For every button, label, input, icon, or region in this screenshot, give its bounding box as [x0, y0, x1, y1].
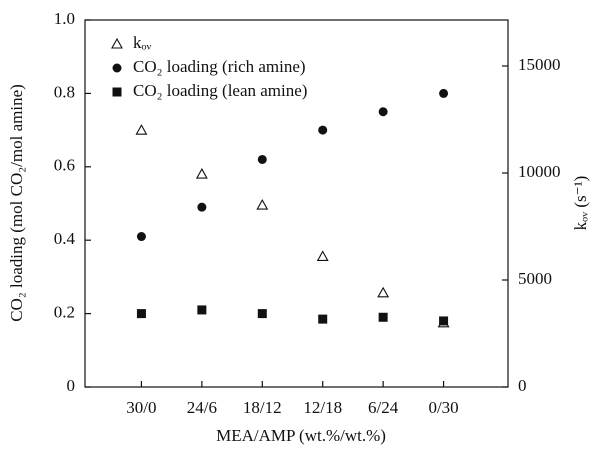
y-tick-label: 0: [67, 376, 76, 395]
data-point: [318, 314, 328, 324]
y-axis-label: CO₂ loading (mol CO₂/mol amine): [7, 84, 26, 322]
x-tick-label: 12/18: [303, 398, 342, 417]
data-point: [318, 125, 328, 135]
y-tick-label: 0.6: [54, 156, 75, 175]
x-tick-label: 6/24: [368, 398, 399, 417]
y2-tick-label: 0: [518, 376, 527, 395]
data-point: [439, 316, 449, 326]
data-point: [378, 312, 388, 322]
y2-tick-label: 15000: [518, 55, 561, 74]
y2-tick-label: 10000: [518, 162, 561, 181]
y2-axis-label: kₒᵥ (s⁻¹): [571, 176, 590, 231]
legend-label: kₒᵥ: [133, 33, 152, 52]
data-point: [378, 107, 388, 117]
legend-label: CO₂ loading (rich amine): [133, 57, 306, 76]
data-point: [135, 124, 148, 135]
x-tick-label: 24/6: [187, 398, 217, 417]
data-point: [316, 250, 329, 262]
y2-tick-label: 5000: [518, 269, 552, 288]
legend-label: CO₂ loading (lean amine): [133, 81, 307, 100]
data-point: [377, 286, 390, 298]
data-point: [256, 198, 269, 210]
data-point: [195, 167, 208, 179]
data-point: [439, 88, 449, 98]
data-point: [136, 309, 146, 319]
y-tick-label: 0.2: [54, 303, 75, 322]
data-point: [197, 305, 207, 315]
x-tick-label: 30/0: [126, 398, 156, 417]
data-point: [257, 309, 267, 319]
data-point: [257, 154, 267, 164]
x-tick-label: 18/12: [243, 398, 282, 417]
y-tick-label: 1.0: [54, 9, 75, 28]
x-axis-label: MEA/AMP (wt.%/wt.%): [216, 426, 386, 445]
legend-marker: [111, 37, 123, 49]
data-point: [197, 202, 207, 212]
x-tick-label: 0/30: [428, 398, 458, 417]
legend-marker: [112, 87, 122, 97]
data-point: [136, 232, 146, 242]
legend-marker: [112, 63, 122, 73]
y-tick-label: 0.4: [54, 229, 76, 248]
y-tick-label: 0.8: [54, 82, 75, 101]
plot-frame: [84, 19, 509, 388]
